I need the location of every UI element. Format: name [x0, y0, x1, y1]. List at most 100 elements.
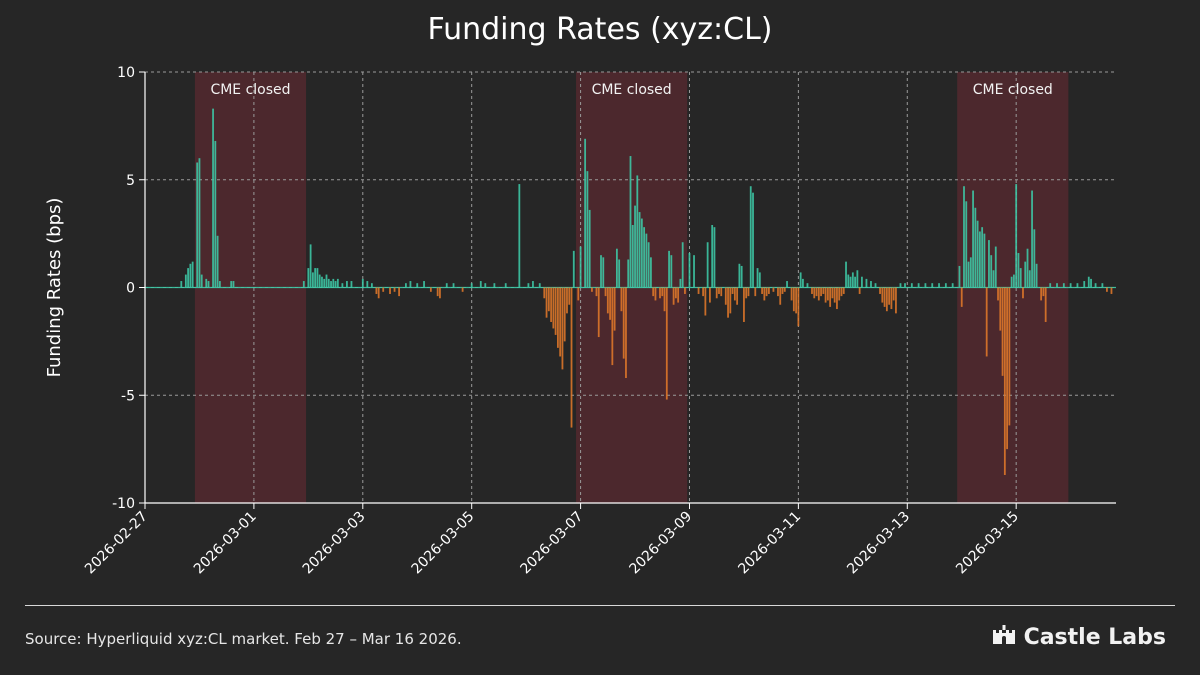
funding-bar	[205, 278, 208, 288]
funding-bar	[216, 235, 219, 288]
funding-bar	[879, 287, 881, 294]
funding-bar	[1094, 283, 1097, 288]
funding-bar	[452, 283, 455, 288]
funding-bar	[493, 283, 496, 288]
funding-bar	[668, 250, 670, 288]
funding-bar	[346, 281, 348, 288]
funding-bar	[938, 283, 940, 288]
funding-bar	[634, 205, 636, 288]
funding-bar	[627, 259, 630, 288]
funding-bar	[470, 283, 473, 288]
funding-bar	[650, 257, 652, 288]
funding-bar	[709, 287, 711, 303]
funding-bar	[963, 186, 965, 288]
funding-bar	[547, 287, 550, 312]
funding-bar	[693, 255, 695, 288]
funding-bar	[1101, 283, 1104, 288]
funding-bar	[885, 287, 888, 312]
funding-bar	[756, 268, 759, 288]
funding-bar	[1015, 184, 1018, 288]
funding-bar	[1028, 270, 1031, 288]
funding-bar	[731, 287, 734, 294]
funding-bar	[327, 278, 330, 288]
funding-bar	[951, 283, 954, 288]
funding-bar	[323, 278, 326, 288]
funding-bar	[325, 274, 328, 288]
funding-bar	[504, 283, 507, 288]
chart-title: Funding Rates (xyz:CL)	[427, 12, 773, 47]
funding-bar	[674, 287, 677, 299]
funding-bar	[538, 283, 541, 288]
funding-bar	[559, 287, 562, 357]
brand-name: Castle Labs	[1023, 624, 1166, 650]
funding-bar	[781, 287, 784, 294]
funding-bar	[579, 246, 582, 288]
funding-bar	[765, 287, 768, 297]
funding-bar	[563, 287, 566, 342]
funding-bar	[1022, 287, 1024, 299]
funding-bar	[341, 283, 344, 288]
funding-bar	[772, 287, 775, 292]
funding-bar	[743, 287, 745, 322]
funding-bar	[792, 287, 795, 312]
funding-bar	[545, 287, 548, 318]
castle-icon	[992, 624, 1016, 650]
funding-bar	[858, 287, 861, 294]
funding-bar	[561, 287, 564, 370]
funding-bar	[1031, 190, 1033, 288]
funding-bar	[994, 246, 997, 288]
funding-bar	[461, 287, 464, 292]
funding-bar	[899, 283, 902, 288]
funding-bar	[1087, 276, 1090, 288]
funding-bar	[944, 283, 947, 288]
funding-bar	[892, 287, 895, 301]
funding-bar	[654, 287, 657, 301]
funding-bar	[1024, 261, 1027, 288]
funding-bar	[212, 108, 214, 288]
funding-bar	[715, 287, 718, 299]
funding-bar	[1019, 268, 1022, 288]
funding-bar	[321, 276, 323, 288]
funding-bar	[745, 287, 748, 299]
funding-bar	[445, 283, 448, 288]
funding-bar	[1106, 287, 1108, 292]
funding-bar	[985, 287, 988, 357]
funding-bar	[230, 281, 233, 288]
funding-bar	[865, 278, 868, 288]
funding-bar	[527, 283, 530, 288]
funding-bar	[992, 270, 995, 288]
funding-bar	[606, 287, 609, 314]
funding-bar	[398, 287, 400, 297]
funding-bar	[618, 259, 621, 288]
funding-bar	[1008, 287, 1011, 426]
funding-bar	[661, 287, 664, 297]
funding-bar	[874, 283, 877, 288]
funding-rate-chart: CME closed CME closed CME closed -10 -5 0 5 10 2…	[44, 65, 1116, 578]
funding-bar	[629, 156, 632, 288]
funding-bar	[888, 287, 891, 305]
funding-bar	[595, 287, 598, 297]
funding-bar	[1044, 287, 1047, 322]
y-tick-label: 10	[117, 65, 135, 81]
funding-bar	[361, 278, 364, 288]
x-tick-label: 2026-02-27	[82, 509, 151, 578]
funding-bar	[783, 287, 786, 292]
funding-bar	[1042, 287, 1045, 297]
funding-bar	[577, 287, 580, 301]
funding-bar	[997, 287, 999, 301]
funding-bar	[393, 287, 396, 292]
funding-bar	[584, 138, 587, 288]
funding-bar	[611, 287, 614, 366]
funding-bar	[845, 261, 847, 288]
funding-bar	[763, 287, 766, 301]
funding-bar	[976, 220, 979, 288]
funding-bar	[960, 287, 963, 307]
funding-bar	[822, 287, 825, 294]
funding-bar	[636, 175, 639, 288]
funding-bar	[718, 287, 720, 294]
bars	[180, 108, 1113, 475]
funding-bar	[184, 274, 187, 288]
funding-bar	[604, 287, 607, 297]
funding-bar	[423, 281, 425, 288]
funding-bar	[779, 287, 782, 305]
